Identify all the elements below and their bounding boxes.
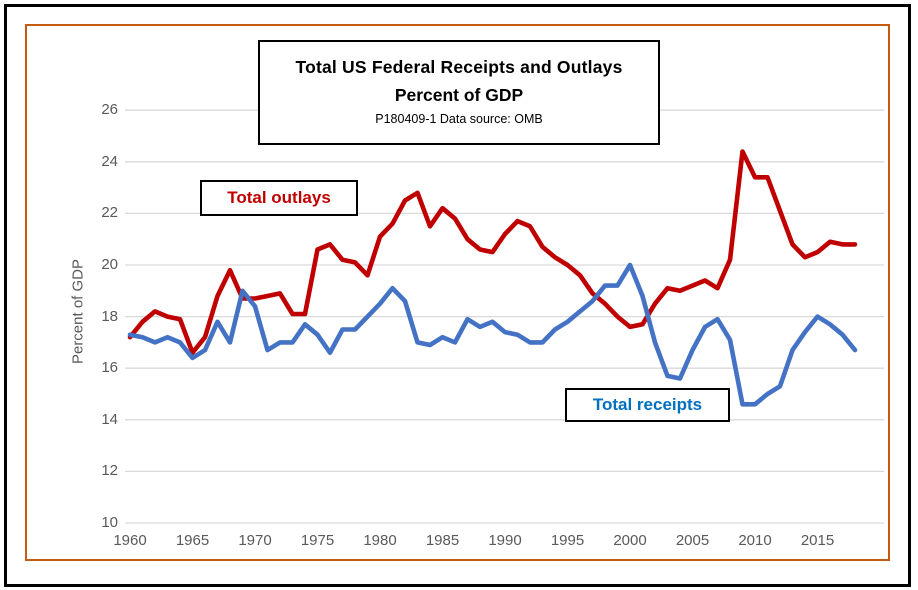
y-tick-label-16: 16 xyxy=(101,359,118,377)
y-tick-label-26: 26 xyxy=(101,101,118,119)
y-tick-label-10: 10 xyxy=(101,514,118,531)
total-receipts-line xyxy=(127,262,858,407)
receipts-series-label: Total receipts xyxy=(565,388,730,422)
x-tick-label-1985: 1985 xyxy=(425,532,460,549)
y-tick-label-22: 22 xyxy=(101,204,118,222)
x-tick-label-1980: 1980 xyxy=(363,532,397,549)
x-tick-label-1990: 1990 xyxy=(488,532,522,549)
y-tick-label-18: 18 xyxy=(101,307,118,325)
x-tick-label-1965: 1965 xyxy=(175,532,210,549)
y-tick-label-12: 12 xyxy=(101,462,118,480)
x-tick-label-1995: 1995 xyxy=(550,532,585,549)
y-tick-label-24: 24 xyxy=(101,152,118,170)
chart-title: Total US Federal Receipts and Outlays xyxy=(295,57,623,77)
x-tick-label-2010: 2010 xyxy=(738,532,772,549)
outlays-series-label: Total outlays xyxy=(200,180,358,216)
x-tick-label-2000: 2000 xyxy=(613,532,647,549)
x-tick-label-2015: 2015 xyxy=(800,532,835,549)
chart-source-note: P180409-1 Data source: OMB xyxy=(375,112,543,126)
gridlines xyxy=(125,109,884,524)
outlays-series-label-text: Total outlays xyxy=(227,188,331,207)
x-tick-label-2005: 2005 xyxy=(675,532,710,549)
y-tick-label-20: 20 xyxy=(101,256,118,273)
x-tick-label-1975: 1975 xyxy=(300,532,335,549)
chart-subtitle: Percent of GDP xyxy=(394,85,524,105)
x-tick-label-1970: 1970 xyxy=(238,532,272,549)
receipts-series-label-text: Total receipts xyxy=(592,395,703,414)
y-tick-label-14: 14 xyxy=(101,410,118,428)
chart-title-box: Total US Federal Receipts and Outlays Pe… xyxy=(258,40,660,145)
series-lines xyxy=(127,149,858,407)
x-tick-label-1960: 1960 xyxy=(113,532,147,549)
